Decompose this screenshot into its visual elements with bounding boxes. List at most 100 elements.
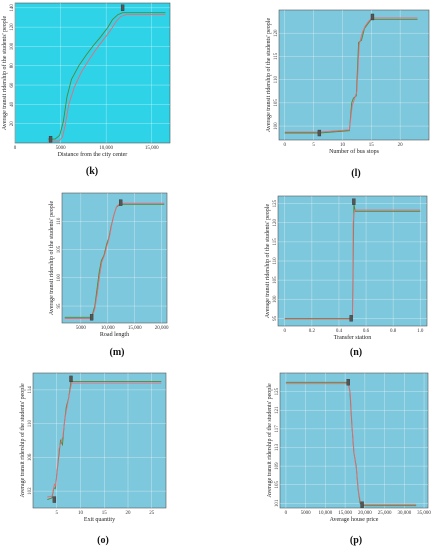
x-tick-label: 0.8: [390, 329, 397, 334]
x-axis-label: Average house price: [330, 517, 379, 523]
marker-point: [120, 4, 125, 11]
x-tick-label: 10: [78, 511, 84, 516]
y-tick-label: 95: [273, 315, 278, 321]
panel-label: (m): [110, 347, 125, 358]
x-tick-label: 15: [102, 511, 108, 516]
y-tick-label: 100: [10, 42, 15, 50]
y-tick-label: 105: [57, 245, 62, 253]
panel-label: (l): [351, 168, 360, 179]
plot-area: [279, 372, 429, 509]
chart-panel-6: 0 5000 10,000 15,000 20,000 25,000 30,000 35,00…: [266, 372, 431, 546]
y-tick-label: 115: [274, 52, 279, 60]
x-tick-label: 15: [369, 143, 375, 148]
x-axis-label: Transfer station: [334, 334, 372, 341]
panel-label: (k): [86, 166, 98, 177]
y-tick-label: 117: [275, 425, 280, 433]
chart-panel-4: 0 0.2 0.4 0.6 0.8 1.0 95 100 105 110 115 120 125 Tran…: [264, 195, 428, 358]
y-tick-label: 113: [275, 443, 280, 451]
series-line-1: [47, 12, 166, 140]
y-tick-label: 102: [28, 487, 33, 495]
x-tick-label: 15,000: [338, 511, 352, 516]
x-axis-label: Exit quantity: [84, 517, 115, 523]
plot-area: [32, 372, 167, 509]
y-tick-label: 110: [273, 257, 278, 265]
panel-label: (o): [97, 535, 109, 546]
y-tick-label: 120: [273, 219, 278, 227]
x-tick-label: 10: [340, 143, 346, 148]
marker-point: [360, 501, 364, 508]
chart-panel-1: 0 5000 10,000 15,000 20 40 60 80 100 120 140 Distan…: [1, 2, 171, 177]
series-line-2: [284, 209, 421, 320]
y-tick-label: 101: [275, 499, 280, 507]
x-tick-label: 25: [149, 511, 155, 516]
y-axis-label: Average transit ridership of the student…: [48, 201, 55, 316]
x-tick-label: 5000: [301, 511, 312, 516]
y-tick-label: 60: [10, 82, 15, 88]
x-tick-label: 0.2: [309, 329, 316, 334]
series-line-2: [47, 382, 162, 498]
chart-panel-5: 5 10 15 20 25 102 106 110 114 Exit quantity Averag…: [19, 372, 167, 546]
y-tick-label: 106: [28, 453, 33, 461]
plot-area: [278, 9, 430, 141]
x-tick-label: 0.4: [336, 329, 343, 334]
x-tick-label: 35,000: [417, 511, 431, 516]
y-tick-label: 100: [57, 274, 62, 282]
y-tick-label: 120: [10, 23, 15, 31]
x-tick-label: 15,000: [145, 146, 159, 151]
x-tick-label: 0.6: [363, 329, 370, 334]
x-tick-label: 15,000: [128, 326, 142, 331]
x-tick-label: 0: [14, 146, 17, 151]
y-axis-label: Average transit ridership of the student…: [264, 204, 271, 319]
y-tick-label: 100: [274, 122, 279, 130]
x-tick-label: 1.0: [417, 329, 424, 334]
y-tick-label: 105: [274, 99, 279, 107]
y-tick-label: 40: [10, 101, 15, 107]
x-tick-label: 10,000: [99, 146, 113, 151]
panel-label: (p): [350, 535, 362, 546]
series-line-2: [47, 14, 166, 142]
chart-panel-2: 0 5 10 15 20 100 105 110 115 120 Number of bus sto…: [265, 9, 430, 179]
marker-point: [317, 129, 322, 137]
x-tick-label: 10,000: [101, 326, 115, 331]
series-line-1: [284, 18, 418, 134]
series-line-2: [64, 202, 165, 319]
x-tick-label: 0: [284, 329, 287, 334]
marker-point: [52, 496, 57, 503]
marker-point: [352, 198, 356, 205]
y-axis-label: Average transit ridership of the student…: [1, 16, 8, 131]
chart-panel-3: 5000 10,000 15,000 20,000 95 100 105 110 Road le…: [48, 192, 169, 358]
y-tick-label: 115: [273, 238, 278, 246]
y-tick-label: 114: [28, 386, 33, 394]
y-tick-label: 110: [28, 419, 33, 427]
x-tick-label: 0: [285, 511, 288, 516]
y-tick-label: 125: [273, 199, 278, 207]
y-tick-label: 110: [57, 217, 62, 225]
marker-point: [119, 199, 123, 206]
panel-label: (n): [350, 347, 362, 358]
y-axis-label: Average transit ridership of the student…: [19, 383, 26, 498]
x-tick-label: 5: [312, 143, 315, 148]
x-tick-label: 5000: [56, 146, 67, 151]
x-axis-label: Distance from the city center: [58, 151, 128, 158]
y-tick-label: 105: [275, 480, 280, 488]
series-line-2: [284, 17, 418, 133]
y-tick-label: 20: [10, 121, 15, 127]
y-tick-label: 125: [275, 387, 280, 395]
marker-point: [370, 13, 375, 21]
y-tick-label: 140: [10, 4, 15, 12]
y-tick-label: 80: [10, 63, 15, 69]
x-tick-label: 10,000: [319, 511, 333, 516]
y-tick-label: 121: [275, 406, 280, 414]
x-tick-label: 20: [126, 511, 132, 516]
x-tick-label: 0: [284, 143, 287, 148]
x-tick-label: 25,000: [378, 511, 392, 516]
marker-point: [89, 314, 94, 321]
plot-area: [14, 2, 171, 144]
x-axis-label: Road length: [100, 332, 129, 338]
y-tick-label: 100: [273, 295, 278, 303]
y-tick-label: 95: [57, 303, 62, 309]
marker-point: [48, 135, 53, 143]
x-tick-label: 20,000: [155, 326, 169, 331]
y-axis-label: Average transit ridership of the student…: [266, 383, 273, 498]
